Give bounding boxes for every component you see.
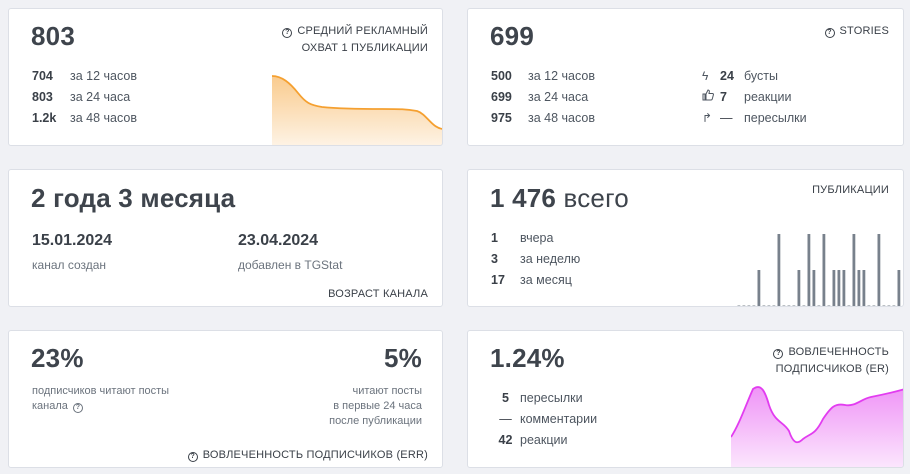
stories-value: 699 [490,21,534,51]
er-caption[interactable]: ? ВОВЛЕЧЕННОСТЬ ПОДПИСЧИКОВ (ER) [773,344,889,378]
created-date: 15.01.2024 [32,232,113,249]
publication-bar [862,270,866,306]
publication-bar [842,270,846,306]
publication-bar [757,270,761,306]
publications-caption: ПУБЛИКАЦИИ [812,184,889,196]
er-reactions: 42 реакции [498,433,568,447]
publication-bar [847,305,851,306]
publications-bar-chart [737,234,901,306]
publication-bar [772,305,776,306]
publication-bar [867,305,871,306]
posts-row-yesterday: 1 вчера [491,231,554,245]
reach-caption[interactable]: ? СРЕДНИЙ РЕКЛАМНЫЙ ОХВАТ 1 ПУБЛИКАЦИИ [282,23,428,57]
question-icon[interactable]: ? [187,452,198,462]
publication-bar [762,305,766,306]
publication-bar [892,305,896,306]
publication-bar [767,305,771,306]
publication-bar [837,270,841,306]
channel-age-caption: ВОЗРАСТ КАНАЛА [328,288,428,300]
stories-row-12h: 500 за 12 часов [491,69,595,83]
readers-24h-percent: 5% [384,343,422,373]
publication-bar [782,305,786,306]
er-value: 1.24% [490,343,565,373]
channel-age-value: 2 года 3 месяца [31,183,236,213]
publication-bar [747,305,751,306]
stories-card[interactable]: 699 ? STORIES 500 за 12 часов 699 за 24 час… [467,8,904,146]
stories-caption[interactable]: ? STORIES [824,23,890,40]
publication-bar [827,305,831,306]
reach-row-48h: 1.2k за 48 часов [32,111,137,125]
question-icon[interactable]: ? [824,28,835,38]
question-icon[interactable]: ? [72,403,83,413]
publications-card[interactable]: 1 476 всего ПУБЛИКАЦИИ 1 вчера 3 за неделю… [467,169,904,307]
publication-bar [807,234,811,306]
publication-bar [872,305,876,306]
reach-area-chart [272,75,442,145]
reach-area-fill [272,76,442,145]
readers-card[interactable]: 23% подписчиков читают посты канала? 5% … [8,330,443,468]
publication-bar [822,234,826,306]
publications-value: 1 476 всего [490,183,629,213]
publication-bar [852,234,856,306]
reach-row-24h: 803 за 24 часа [32,90,131,104]
publication-bar [812,270,816,306]
publication-bar [887,305,891,306]
stories-forwards: ↱ — пересылки [702,108,807,129]
publication-bar [797,270,801,306]
stories-row-24h: 699 за 24 часа [491,90,589,104]
question-icon[interactable]: ? [282,28,293,38]
readers-caption[interactable]: ? ВОВЛЕЧЕННОСТЬ ПОДПИСЧИКОВ (ERR) [187,447,428,464]
publication-bar [877,234,881,306]
readers-percent: 23% [31,343,84,373]
stories-boosts: ϟ 24 бусты [702,66,778,87]
readers-label: подписчиков читают посты канала? [32,385,170,413]
reach-area-line [272,75,442,130]
publication-bar [742,305,746,306]
er-forwards: 5 пересылки [502,391,583,405]
publication-bar [882,305,886,306]
channel-age-card[interactable]: 2 года 3 месяца 15.01.2024 канал создан … [8,169,443,307]
publication-bar [802,305,806,306]
posts-row-month: 17 за месяц [491,273,572,287]
added-date: 23.04.2024 [238,232,319,249]
publication-bar [737,305,741,306]
reach-card[interactable]: 803 ? СРЕДНИЙ РЕКЛАМНЫЙ ОХВАТ 1 ПУБЛИКАЦИ… [8,8,443,146]
readers-24h-label: читают посты в первые 24 часа после публ… [329,385,422,427]
er-area-chart [731,386,903,467]
share-arrow-icon: ↱ [702,111,713,125]
question-icon[interactable]: ? [773,349,784,359]
thumbs-up-icon [702,87,716,108]
posts-row-week: 3 за неделю [491,252,581,266]
publication-bar [792,305,796,306]
reach-row-12h: 704 за 12 часов [32,69,137,83]
publication-bar [787,305,791,306]
publication-bar [832,270,836,306]
reach-value: 803 [31,21,75,51]
er-area-line [731,386,903,444]
stories-reactions: 7 реакции [702,87,791,108]
created-label: канал создан [32,258,107,272]
stories-row-48h: 975 за 48 часов [491,111,595,125]
er-area-fill [731,387,903,467]
bolt-icon: ϟ [702,69,709,83]
publication-bar [777,234,781,306]
publication-bar [817,305,821,306]
publication-bar [857,270,861,306]
added-label: добавлен в TGStat [238,258,343,272]
publication-bar [897,270,901,306]
publication-bar [752,305,756,306]
er-comments: — комментарии [499,412,598,426]
